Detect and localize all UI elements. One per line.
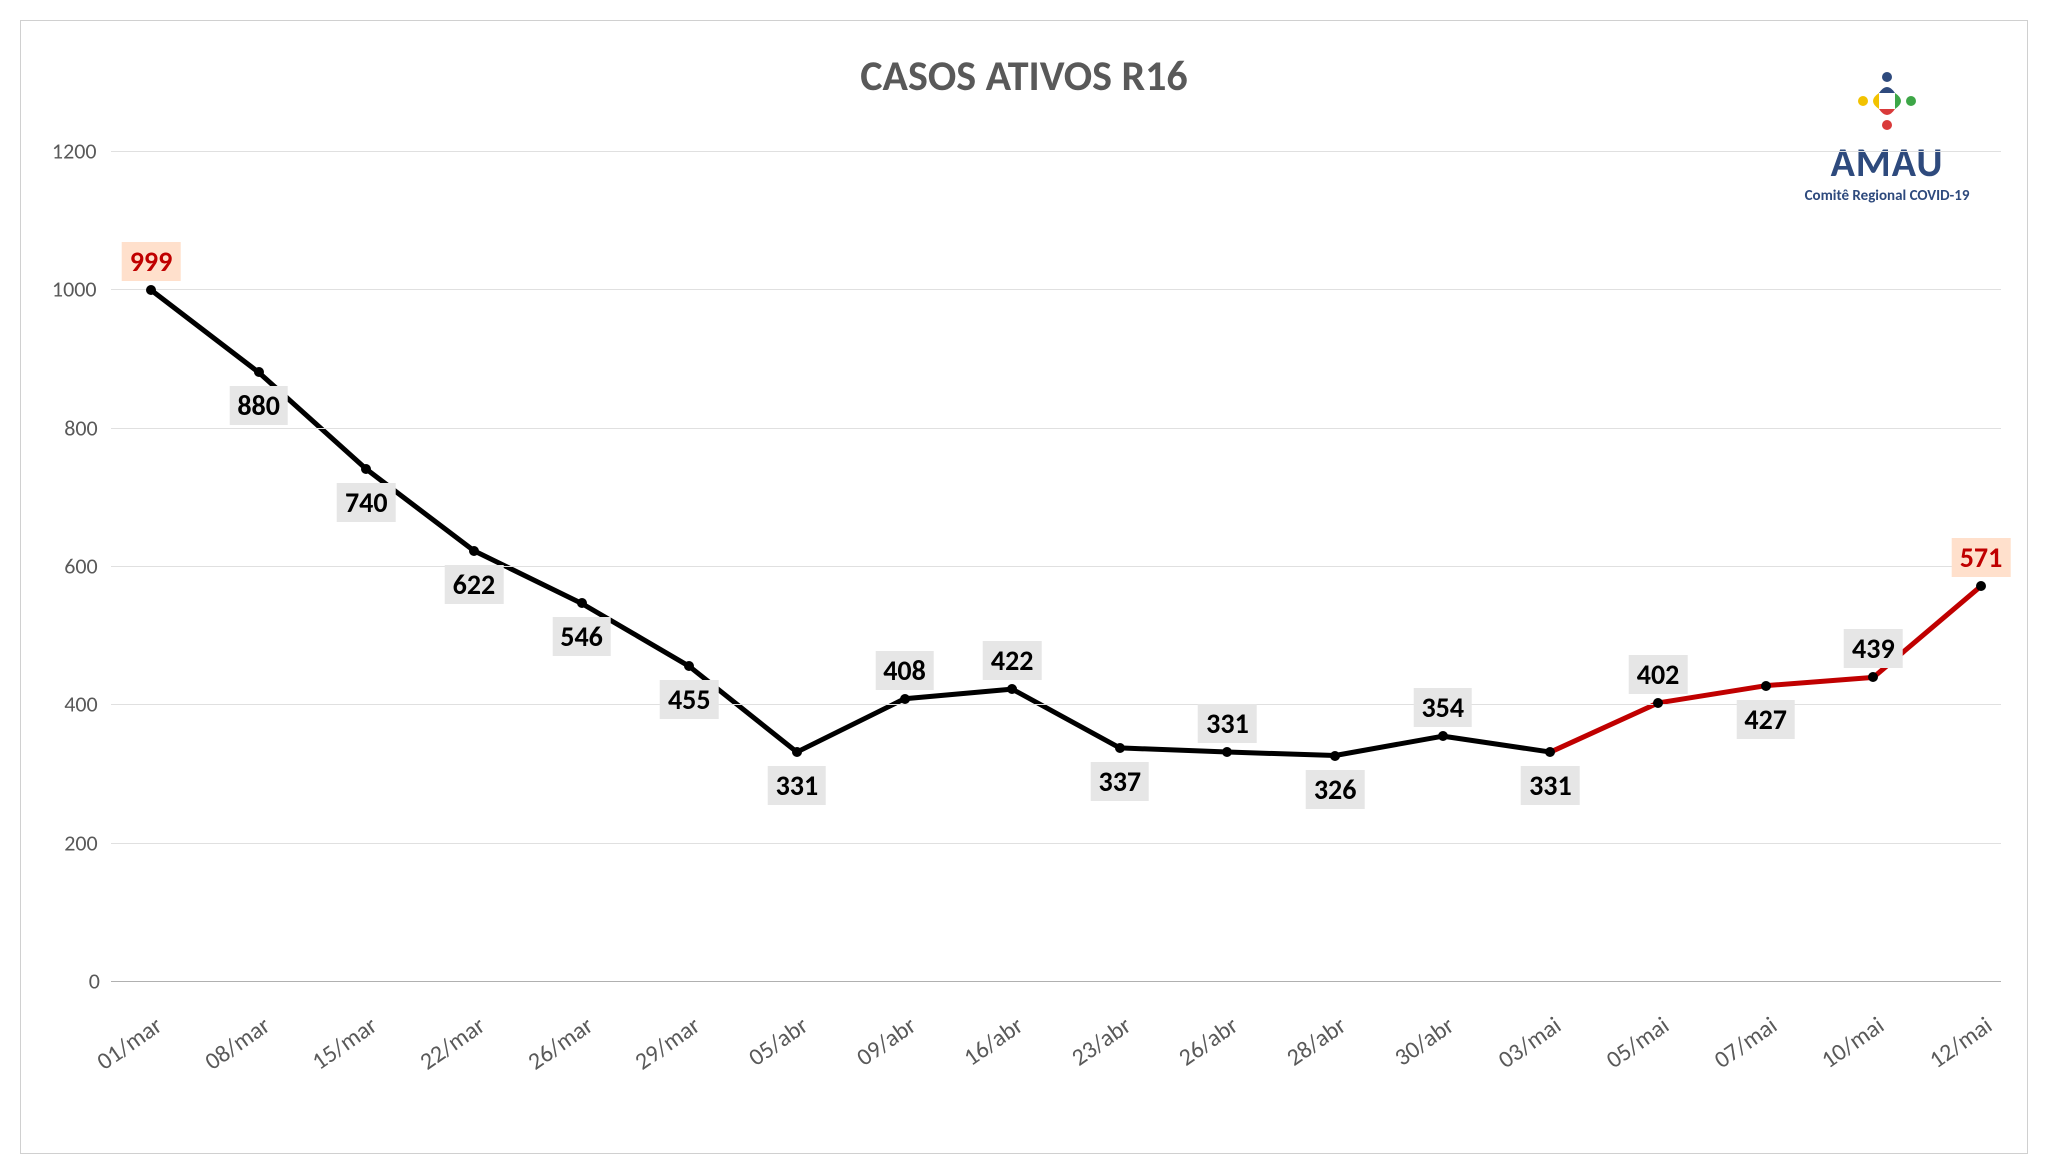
gridline (111, 843, 2001, 844)
data-label: 402 (1629, 655, 1688, 694)
x-tick-label: 29/mar (630, 1011, 706, 1076)
x-tick-label: 26/mar (522, 1011, 598, 1076)
data-marker (1007, 684, 1017, 694)
data-marker (146, 285, 156, 295)
data-marker (1868, 672, 1878, 682)
data-label: 455 (660, 680, 719, 719)
data-marker (1330, 751, 1340, 761)
x-tick-label: 22/mar (414, 1011, 490, 1076)
data-label: 408 (875, 651, 934, 690)
data-marker (900, 694, 910, 704)
data-label: 740 (337, 483, 396, 522)
data-marker (1761, 681, 1771, 691)
data-label: 422 (983, 641, 1042, 680)
data-marker (1653, 698, 1663, 708)
y-tick-label: 0 (89, 968, 100, 995)
data-label: 571 (1952, 538, 2011, 577)
data-label: 331 (768, 766, 827, 805)
data-marker (361, 464, 371, 474)
x-tick-label: 16/abr (958, 1011, 1028, 1072)
y-tick-label: 400 (64, 691, 97, 718)
data-label: 880 (229, 386, 288, 425)
line-series (101, 121, 2001, 1001)
x-tick-label: 30/abr (1389, 1011, 1459, 1072)
x-tick-label: 05/mai (1601, 1011, 1675, 1075)
x-tick-label: 03/mai (1493, 1011, 1567, 1075)
data-marker (684, 661, 694, 671)
y-tick-label: 800 (64, 414, 97, 441)
data-label: 999 (122, 242, 181, 281)
x-tick-label: 23/abr (1066, 1011, 1136, 1072)
y-tick-label: 1200 (52, 138, 97, 165)
data-marker (469, 546, 479, 556)
x-tick-label: 08/mar (199, 1011, 275, 1076)
x-tick-label: 01/mar (91, 1011, 167, 1076)
x-tick-label: 12/mai (1924, 1011, 1998, 1075)
data-label: 427 (1736, 700, 1795, 739)
y-tick-label: 600 (64, 553, 97, 580)
chart-title: CASOS ATIVOS R16 (21, 51, 2027, 102)
data-label: 622 (445, 565, 504, 604)
data-label: 337 (1091, 762, 1150, 801)
line-segment (151, 290, 1550, 755)
data-marker (1976, 581, 1986, 591)
data-marker (1222, 747, 1232, 757)
data-marker (254, 367, 264, 377)
data-marker (792, 747, 802, 757)
data-label: 546 (552, 617, 611, 656)
gridline (111, 566, 2001, 567)
x-tick-label: 26/abr (1174, 1011, 1244, 1072)
data-marker (1438, 731, 1448, 741)
data-marker (577, 598, 587, 608)
y-tick-label: 200 (64, 829, 97, 856)
plot-area: 02004006008001000120001/mar08/mar15/mar2… (101, 121, 2001, 1001)
x-tick-label: 05/abr (743, 1011, 813, 1072)
x-tick-label: 09/abr (851, 1011, 921, 1072)
x-tick-label: 28/abr (1281, 1011, 1351, 1072)
data-marker (1545, 747, 1555, 757)
x-tick-label: 07/mai (1709, 1011, 1783, 1075)
x-tick-label: 15/mar (307, 1011, 383, 1076)
gridline (111, 704, 2001, 705)
y-tick-label: 1000 (52, 276, 97, 303)
data-label: 331 (1521, 766, 1580, 805)
gridline (111, 428, 2001, 429)
data-label: 354 (1413, 688, 1472, 727)
gridline (111, 289, 2001, 290)
data-label: 326 (1306, 770, 1365, 809)
data-marker (1115, 743, 1125, 753)
data-label: 331 (1198, 704, 1257, 743)
x-axis-line (111, 981, 2001, 982)
x-tick-label: 10/mai (1816, 1011, 1890, 1075)
chart-container: CASOS ATIVOS R16 (20, 20, 2028, 1154)
gridline (111, 151, 2001, 152)
data-label: 439 (1844, 629, 1903, 668)
